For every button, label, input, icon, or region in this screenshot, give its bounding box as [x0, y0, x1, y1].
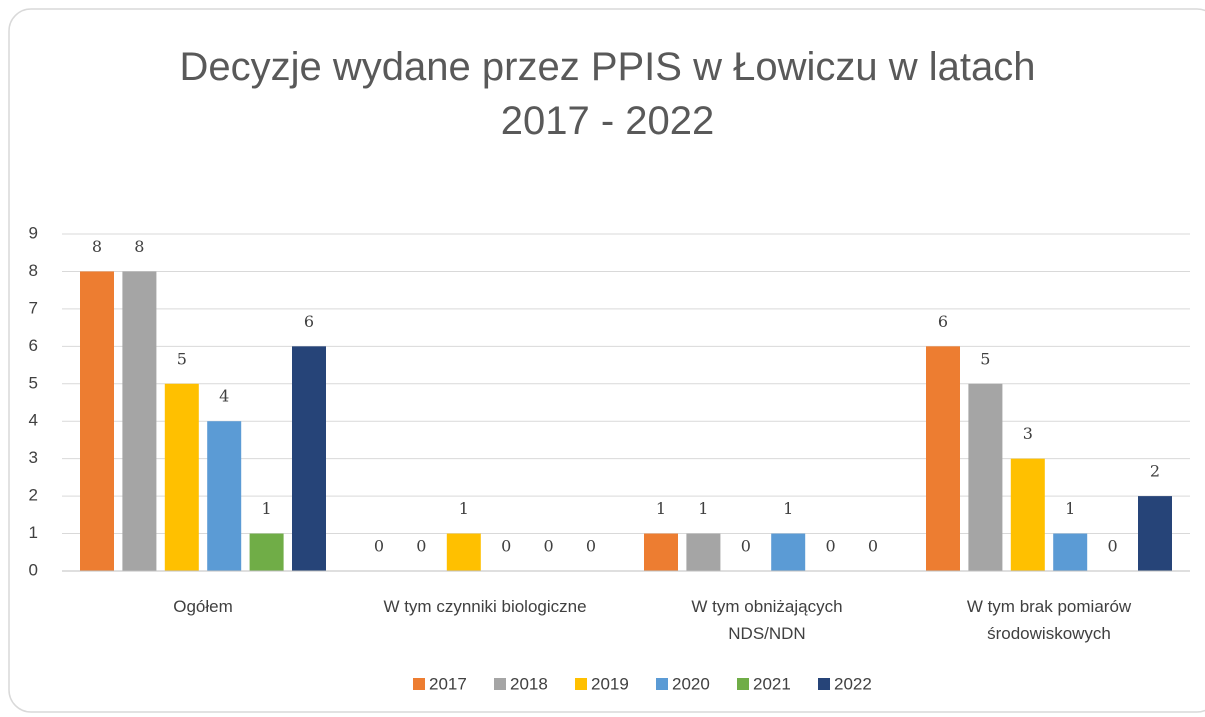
data-label: 3	[1023, 424, 1033, 443]
data-label: 4	[219, 387, 229, 406]
legend-label: 2017	[429, 674, 467, 693]
legend-label: 2018	[510, 674, 548, 693]
bar	[771, 533, 806, 571]
y-tick-label: 1	[29, 523, 38, 542]
bar	[644, 533, 678, 571]
legend-swatch	[575, 678, 587, 690]
bar	[1053, 533, 1088, 571]
y-tick-label: 4	[29, 411, 38, 430]
data-label: 1	[698, 499, 708, 518]
x-tick-label: W tym czynniki biologiczne	[383, 597, 587, 616]
x-tick-label: W tym obniżających NDS/NDN	[691, 597, 843, 643]
legend-swatch	[737, 678, 749, 690]
bar	[1138, 496, 1172, 571]
y-tick-label: 3	[29, 448, 38, 467]
legend-label: 2022	[834, 674, 872, 693]
data-label: 0	[826, 537, 836, 556]
chart-title: Decyzje wydane przez PPIS w Łowiczu w la…	[179, 45, 1036, 143]
data-label: 5	[980, 349, 990, 368]
data-label: 0	[544, 537, 554, 556]
data-label: 0	[868, 537, 878, 556]
y-tick-label: 8	[29, 261, 38, 280]
legend-label: 2020	[672, 674, 710, 693]
y-tick-label: 6	[29, 336, 38, 355]
y-tick-label: 7	[29, 298, 38, 317]
data-label: 0	[741, 537, 751, 556]
x-tick-label: Ogółem	[173, 597, 233, 616]
bar	[1010, 458, 1045, 571]
data-label: 1	[1065, 499, 1075, 518]
bar	[80, 271, 114, 571]
y-tick-label: 5	[29, 373, 38, 392]
data-label: 8	[92, 237, 102, 256]
data-label: 1	[459, 499, 469, 518]
data-label: 1	[656, 499, 666, 518]
data-label: 8	[134, 237, 144, 256]
y-tick-label: 0	[29, 560, 38, 579]
legend-swatch	[656, 678, 668, 690]
legend-swatch	[494, 678, 506, 690]
y-tick-label: 2	[29, 486, 38, 505]
data-label: 6	[304, 312, 314, 331]
bar	[686, 533, 721, 571]
legend-label: 2019	[591, 674, 629, 693]
bar	[122, 271, 157, 571]
data-label: 1	[262, 499, 272, 518]
y-tick-label: 9	[29, 223, 38, 242]
bar	[968, 383, 1003, 571]
legend-swatch	[413, 678, 425, 690]
data-label: 5	[177, 349, 187, 368]
data-label: 0	[1108, 537, 1118, 556]
bar	[249, 533, 284, 571]
data-label: 0	[586, 537, 596, 556]
data-label: 0	[416, 537, 426, 556]
data-label: 0	[501, 537, 511, 556]
bar	[446, 533, 481, 571]
data-label: 2	[1150, 462, 1160, 481]
bar	[926, 346, 960, 571]
legend-label: 2021	[753, 674, 791, 693]
bar	[292, 346, 326, 571]
bar	[164, 383, 199, 571]
data-label: 6	[938, 312, 948, 331]
x-tick-label: W tym brak pomiarów środowiskowych	[966, 597, 1132, 643]
data-label: 0	[374, 537, 384, 556]
bar	[207, 421, 242, 571]
legend-swatch	[818, 678, 830, 690]
data-label: 1	[783, 499, 793, 518]
